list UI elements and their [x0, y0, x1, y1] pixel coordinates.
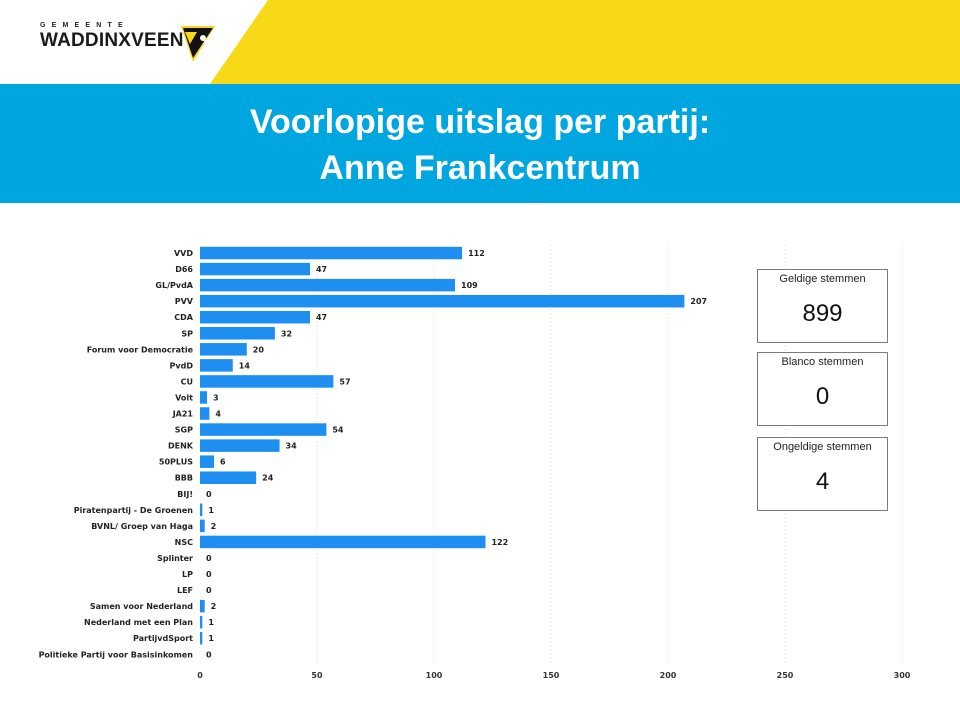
- category-label: GL/PvdA: [155, 281, 193, 290]
- category-label: LP: [182, 570, 193, 579]
- header-yellow-band: [210, 0, 960, 84]
- title-banner: Voorlopige uitslag per partij: Anne Fran…: [0, 84, 960, 203]
- x-tick-label: 200: [660, 671, 677, 680]
- data-label: 24: [262, 474, 274, 483]
- category-label: Politieke Partij voor Basisinkomen: [39, 650, 194, 659]
- bar: [200, 471, 257, 484]
- category-label: PVV: [175, 297, 194, 306]
- bar: [200, 599, 205, 613]
- data-label: 54: [332, 426, 344, 435]
- category-label: NSC: [175, 538, 193, 547]
- data-label: 47: [316, 313, 327, 322]
- data-label: 0: [206, 554, 212, 563]
- category-label: Splinter: [157, 554, 193, 563]
- category-label: VVD: [174, 249, 193, 258]
- data-label: 112: [468, 249, 485, 258]
- page-title: Voorlopige uitslag per partij:: [249, 103, 711, 141]
- bar: [200, 631, 203, 645]
- bar: [200, 519, 205, 533]
- bar: [200, 407, 210, 420]
- category-label: CU: [181, 377, 193, 386]
- category-label: JA21: [172, 410, 194, 419]
- bar: [200, 310, 310, 324]
- crest-icon: [181, 26, 215, 62]
- data-label: 0: [206, 570, 212, 579]
- x-tick-label: 250: [777, 671, 794, 680]
- data-label: 0: [206, 650, 212, 659]
- header-background: [210, 0, 960, 84]
- category-label: Nederland met een Plan: [84, 618, 193, 627]
- bar: [200, 278, 456, 292]
- bar: [200, 327, 275, 340]
- category-label: BBB: [175, 474, 193, 483]
- data-label: 6: [220, 458, 226, 467]
- data-label: 2: [211, 522, 217, 531]
- bar: [200, 615, 203, 629]
- data-label: 14: [239, 361, 251, 370]
- blank-votes-label: Blanco stemmen: [781, 356, 864, 368]
- bar: [200, 294, 685, 308]
- category-label: LEF: [177, 586, 193, 595]
- valid-votes-label: Geldige stemmen: [779, 273, 866, 285]
- bar: [200, 391, 208, 404]
- data-label: 0: [206, 490, 212, 499]
- bar: [200, 535, 486, 549]
- x-tick-label: 100: [426, 671, 443, 680]
- category-label: 50PLUS: [159, 458, 193, 467]
- invalid-votes-card: Ongeldige stemmen 4: [757, 437, 888, 511]
- data-label: 57: [339, 377, 350, 386]
- bar: [200, 246, 463, 260]
- bar: [200, 375, 334, 388]
- logo: GEMEENTE WADDINXVEEN: [40, 22, 184, 52]
- data-label: 3: [213, 393, 219, 402]
- data-label: 34: [286, 442, 298, 451]
- blank-votes-card: Blanco stemmen 0: [757, 352, 888, 426]
- data-label: 20: [253, 345, 265, 354]
- category-label: CDA: [174, 313, 194, 322]
- invalid-votes-label: Ongeldige stemmen: [773, 441, 872, 453]
- data-label: 32: [281, 329, 292, 338]
- blank-votes-value: 0: [815, 383, 830, 410]
- category-label: Forum voor Democratie: [87, 345, 194, 354]
- data-label: 1: [208, 618, 214, 627]
- category-label: SGP: [175, 426, 193, 435]
- category-label: BIJ!: [177, 490, 193, 499]
- invalid-votes-value: 4: [815, 468, 830, 495]
- category-label: SP: [181, 329, 193, 338]
- bar: [200, 455, 215, 468]
- logo-town-name: WADDINXVEEN: [40, 30, 184, 51]
- bar: [200, 439, 280, 452]
- valid-votes-value: 899: [802, 300, 843, 327]
- x-tick-label: 150: [543, 671, 560, 680]
- page-subtitle: Anne Frankcentrum: [319, 149, 641, 187]
- logo-municipality-label: GEMEENTE: [40, 22, 129, 29]
- x-tick-label: 300: [894, 671, 911, 680]
- data-label: 1: [208, 634, 214, 643]
- category-label: BVNL/ Groep van Haga: [91, 522, 193, 531]
- valid-votes-card: Geldige stemmen 899: [757, 269, 888, 343]
- data-label: 47: [316, 265, 327, 274]
- bar: [200, 423, 327, 436]
- x-tick-label: 50: [311, 671, 323, 680]
- data-label: 1: [208, 506, 214, 515]
- data-label: 0: [206, 586, 212, 595]
- data-label: 207: [690, 297, 707, 306]
- bar: [200, 343, 247, 356]
- data-label: 122: [491, 538, 508, 547]
- category-label: D66: [175, 265, 193, 274]
- x-tick-label: 0: [197, 671, 203, 680]
- bar: [200, 262, 310, 276]
- category-label: DENK: [168, 442, 194, 451]
- category-label: Piratenpartij - De Groenen: [74, 506, 194, 515]
- category-label: PvdD: [170, 361, 194, 370]
- category-label: Samen voor Nederland: [90, 602, 193, 611]
- bar: [200, 359, 233, 372]
- category-label: PartijvdSport: [133, 634, 193, 643]
- category-label: Volt: [175, 393, 193, 402]
- data-label: 109: [461, 281, 478, 290]
- bar: [200, 503, 203, 517]
- data-label: 4: [215, 410, 221, 419]
- data-label: 2: [211, 602, 217, 611]
